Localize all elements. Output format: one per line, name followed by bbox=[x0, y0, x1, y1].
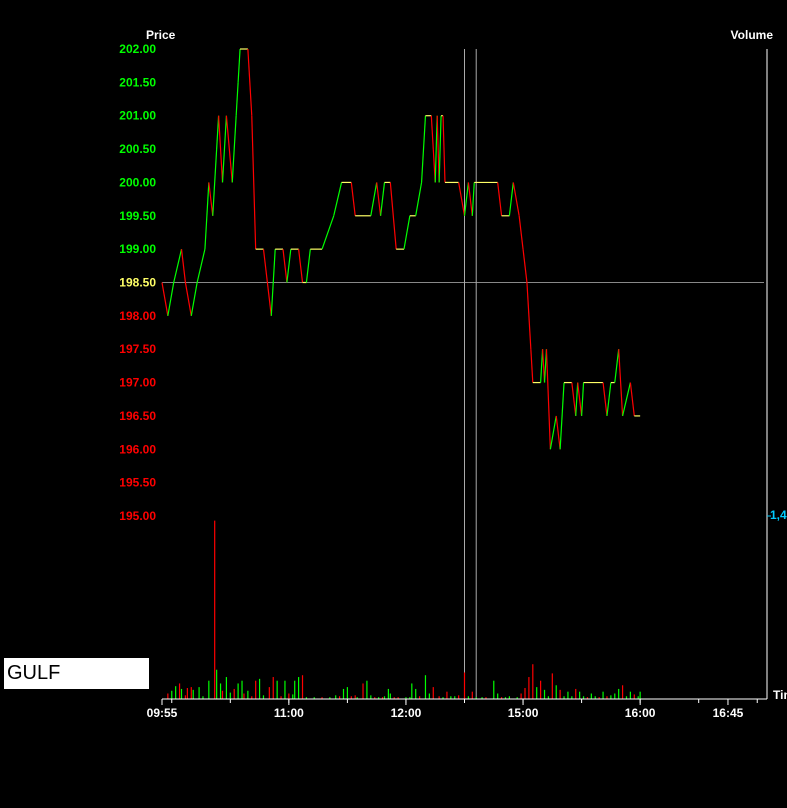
y-tick-label: 199.00 bbox=[119, 242, 156, 256]
price-segment bbox=[575, 382, 579, 416]
price-segment bbox=[508, 182, 514, 216]
symbol-label: GULF bbox=[4, 658, 149, 689]
price-segment bbox=[379, 182, 386, 216]
price-segment bbox=[221, 115, 228, 183]
x-tick-label: 11:00 bbox=[274, 706, 304, 720]
price-segment bbox=[602, 382, 608, 416]
price-segment bbox=[467, 182, 473, 216]
y-tick-label: 195.00 bbox=[119, 509, 156, 523]
price-segment bbox=[629, 382, 635, 416]
price-segment bbox=[389, 182, 397, 250]
price-segment bbox=[621, 382, 631, 417]
price-segment bbox=[167, 282, 175, 316]
price-segment bbox=[512, 182, 520, 216]
price-segment bbox=[247, 48, 253, 116]
price-segment bbox=[618, 349, 624, 416]
price-segment bbox=[436, 115, 440, 183]
price-segment bbox=[305, 249, 311, 283]
y-tick-label: 197.50 bbox=[119, 342, 156, 356]
axes: 202.00 201.50 201.00 200.50 200.00 199.50 199.… bbox=[119, 42, 771, 720]
price-segment bbox=[541, 349, 546, 383]
price-segment bbox=[559, 382, 565, 450]
y-tick-label: 199.50 bbox=[119, 209, 156, 223]
price-segment bbox=[522, 249, 528, 283]
price-segment bbox=[237, 48, 241, 83]
price-segment bbox=[577, 382, 583, 416]
price-segment bbox=[420, 115, 427, 183]
price-segment bbox=[208, 182, 214, 216]
price-segment bbox=[298, 249, 304, 283]
y-tick-label: 201.00 bbox=[119, 109, 156, 123]
price-segment bbox=[173, 249, 183, 283]
y-tick-label: 196.00 bbox=[119, 442, 156, 456]
price-segment bbox=[231, 115, 237, 183]
price-segment bbox=[270, 249, 276, 316]
price-segment bbox=[321, 215, 335, 250]
y-tick-label: 195.50 bbox=[119, 476, 156, 490]
x-tick-label: 12:00 bbox=[391, 706, 422, 720]
x-tick-label: 09:55 bbox=[147, 706, 178, 720]
y-axis-title-price: Price bbox=[146, 28, 176, 42]
x-tick-label: 16:45 bbox=[713, 706, 744, 720]
y2-axis-title-volume: Volume bbox=[731, 28, 774, 42]
price-segment bbox=[286, 249, 292, 283]
price-series bbox=[161, 48, 641, 450]
price-segment bbox=[370, 182, 378, 216]
price-segment bbox=[442, 115, 446, 183]
price-segment bbox=[262, 249, 272, 316]
price-segment bbox=[540, 349, 544, 383]
price-segment bbox=[235, 82, 239, 116]
price-segment bbox=[580, 382, 585, 416]
price-segment bbox=[216, 115, 220, 150]
price-segment bbox=[545, 349, 551, 450]
price-segment bbox=[415, 182, 423, 216]
price-segment bbox=[614, 349, 620, 383]
y-tick-label: 197.00 bbox=[119, 376, 156, 390]
price-segment bbox=[333, 182, 343, 216]
price-segment bbox=[606, 382, 612, 416]
price-segment bbox=[571, 382, 577, 416]
y-tick-label: 198.00 bbox=[119, 309, 156, 323]
price-segment bbox=[434, 115, 438, 183]
price-segment bbox=[376, 182, 382, 216]
price-segment bbox=[518, 215, 524, 250]
reference-lines bbox=[162, 49, 764, 699]
y-tick-label: 198.50 bbox=[119, 276, 156, 290]
y-tick-label: 200.00 bbox=[119, 175, 156, 189]
price-segment bbox=[497, 182, 503, 216]
price-segment bbox=[251, 115, 257, 250]
price-segment bbox=[204, 182, 210, 250]
price-segment bbox=[549, 415, 557, 450]
price-segment bbox=[555, 415, 561, 450]
price-segment bbox=[438, 115, 442, 183]
price-segment bbox=[350, 182, 356, 216]
price-segment bbox=[190, 282, 198, 316]
y-tick-label: 201.50 bbox=[119, 75, 156, 89]
price-segment bbox=[471, 182, 475, 216]
x-tick-label: 16:00 bbox=[625, 706, 656, 720]
volume-tick-label: 1,4 bbox=[770, 508, 787, 522]
price-segment bbox=[463, 182, 469, 216]
price-segment bbox=[458, 182, 466, 216]
price-segment bbox=[526, 282, 532, 350]
y-tick-label: 202.00 bbox=[119, 42, 156, 56]
price-segment bbox=[225, 115, 233, 183]
volume-bars bbox=[167, 520, 641, 699]
price-segment bbox=[161, 282, 169, 316]
price-segment bbox=[212, 149, 218, 216]
y-tick-label: 196.50 bbox=[119, 409, 156, 423]
y-tick-label: 200.50 bbox=[119, 142, 156, 156]
price-segment bbox=[530, 349, 534, 383]
x-axis-title-time: Tim bbox=[773, 688, 787, 702]
price-segment bbox=[196, 249, 206, 283]
price-segment bbox=[180, 249, 187, 283]
price-segment bbox=[430, 115, 434, 150]
x-tick-label: 15:00 bbox=[508, 706, 539, 720]
price-segment bbox=[184, 282, 192, 316]
price-segment bbox=[217, 115, 224, 183]
price-segment bbox=[282, 249, 288, 283]
price-segment bbox=[403, 215, 411, 250]
